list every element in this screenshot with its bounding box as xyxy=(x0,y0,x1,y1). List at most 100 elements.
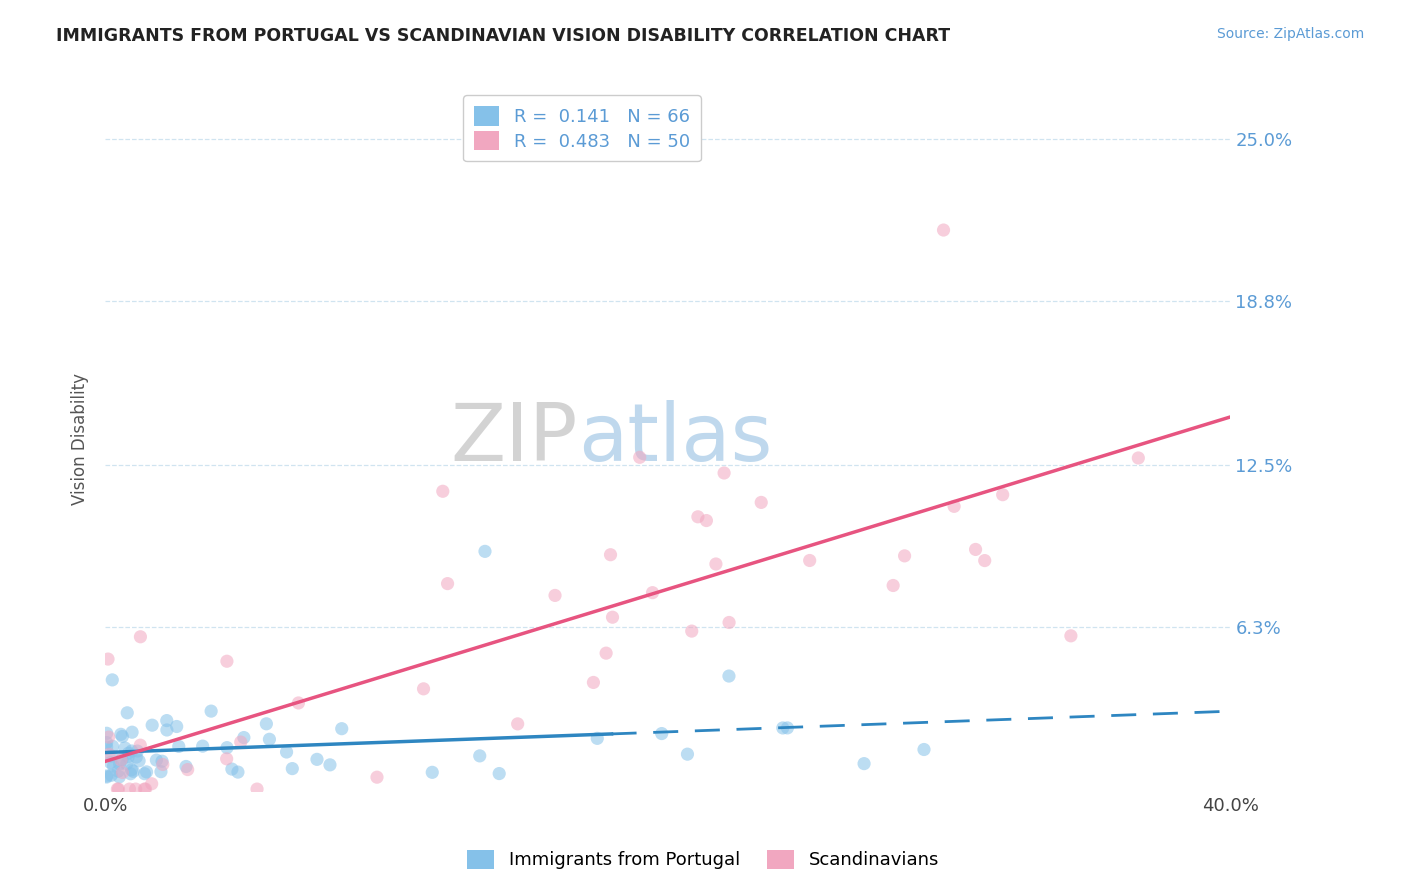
Point xyxy=(141,777,163,791)
Point xyxy=(641,585,664,599)
Point xyxy=(149,764,172,779)
Point xyxy=(254,716,277,731)
Text: ZIP: ZIP xyxy=(450,400,578,478)
Point xyxy=(156,714,179,728)
Point xyxy=(912,742,935,756)
Point xyxy=(166,719,188,733)
Point xyxy=(97,730,120,744)
Point xyxy=(704,557,727,571)
Y-axis label: Vision Disability: Vision Disability xyxy=(72,373,89,505)
Point xyxy=(799,553,821,567)
Point xyxy=(120,763,142,777)
Point xyxy=(120,766,142,780)
Point xyxy=(191,739,214,753)
Point xyxy=(749,495,772,509)
Text: atlas: atlas xyxy=(578,400,772,478)
Point xyxy=(128,754,150,768)
Point xyxy=(134,782,156,797)
Point xyxy=(287,696,309,710)
Point xyxy=(1060,629,1083,643)
Point xyxy=(156,723,179,737)
Point xyxy=(141,718,163,732)
Point xyxy=(468,748,491,763)
Point xyxy=(117,746,139,760)
Point xyxy=(717,669,740,683)
Legend: R =  0.141   N = 66, R =  0.483   N = 50: R = 0.141 N = 66, R = 0.483 N = 50 xyxy=(463,95,700,161)
Point xyxy=(221,762,243,776)
Point xyxy=(174,759,197,773)
Point xyxy=(110,753,132,767)
Point xyxy=(145,753,167,767)
Point xyxy=(330,722,353,736)
Point xyxy=(100,768,122,782)
Point xyxy=(96,726,118,740)
Point xyxy=(115,706,138,720)
Point xyxy=(115,756,138,771)
Point xyxy=(246,782,269,797)
Point xyxy=(965,542,987,557)
Point xyxy=(893,549,915,563)
Point xyxy=(108,770,131,784)
Point xyxy=(681,624,703,639)
Point xyxy=(97,652,120,666)
Text: Source: ZipAtlas.com: Source: ZipAtlas.com xyxy=(1216,27,1364,41)
Point xyxy=(229,735,252,749)
Point xyxy=(117,749,139,764)
Point xyxy=(110,727,132,741)
Point xyxy=(111,752,134,766)
Point xyxy=(108,757,131,772)
Point xyxy=(676,747,699,761)
Point xyxy=(111,765,134,780)
Point xyxy=(305,752,328,766)
Point xyxy=(436,576,458,591)
Point xyxy=(1128,450,1150,465)
Point xyxy=(134,782,156,797)
Point xyxy=(420,765,443,780)
Point xyxy=(167,739,190,754)
Point xyxy=(127,744,149,758)
Point xyxy=(96,736,118,750)
Point xyxy=(595,646,617,660)
Point xyxy=(932,223,955,237)
Point xyxy=(215,654,238,668)
Point xyxy=(103,759,125,773)
Point xyxy=(176,763,198,777)
Point xyxy=(713,466,735,480)
Point xyxy=(107,764,129,779)
Point xyxy=(366,770,388,784)
Point xyxy=(686,509,709,524)
Point xyxy=(215,740,238,755)
Point xyxy=(544,589,567,603)
Point xyxy=(125,750,148,764)
Point xyxy=(276,745,298,759)
Point xyxy=(101,739,124,754)
Point xyxy=(125,782,148,797)
Point xyxy=(319,757,342,772)
Point xyxy=(107,782,129,797)
Point xyxy=(695,514,717,528)
Point xyxy=(226,765,249,780)
Point xyxy=(412,681,434,696)
Point xyxy=(98,747,121,762)
Text: IMMIGRANTS FROM PORTUGAL VS SCANDINAVIAN VISION DISABILITY CORRELATION CHART: IMMIGRANTS FROM PORTUGAL VS SCANDINAVIAN… xyxy=(56,27,950,45)
Point xyxy=(200,704,222,718)
Point xyxy=(853,756,876,771)
Point xyxy=(882,578,904,592)
Point xyxy=(718,615,741,630)
Point xyxy=(118,782,141,797)
Point xyxy=(121,744,143,758)
Point xyxy=(651,726,673,740)
Point xyxy=(281,762,304,776)
Point xyxy=(943,500,966,514)
Legend: Immigrants from Portugal, Scandinavians: Immigrants from Portugal, Scandinavians xyxy=(458,841,948,879)
Point xyxy=(586,731,609,746)
Point xyxy=(602,610,624,624)
Point xyxy=(101,673,124,687)
Point xyxy=(772,721,794,735)
Point xyxy=(215,752,238,766)
Point xyxy=(232,731,254,745)
Point xyxy=(100,756,122,770)
Point xyxy=(96,739,118,754)
Point xyxy=(105,782,128,797)
Point xyxy=(96,769,118,783)
